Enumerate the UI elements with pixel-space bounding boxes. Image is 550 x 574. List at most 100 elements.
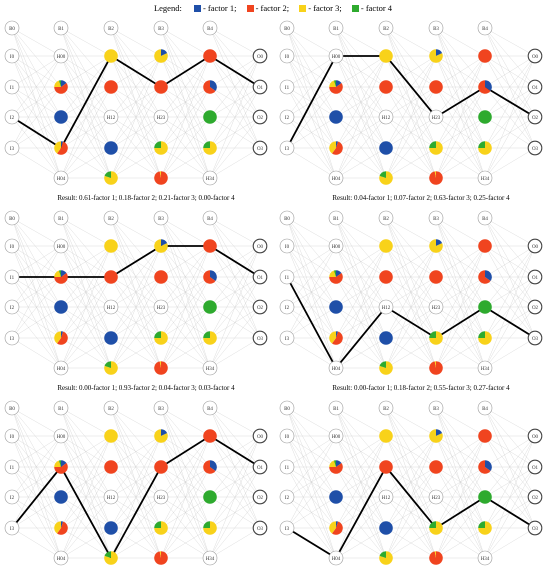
node-h1-2-slice-factor-1: [61, 460, 67, 467]
legend-label-factor-2: - factor 2;: [255, 3, 290, 13]
node-input-4-circle: [4, 520, 20, 536]
connection-line: [484, 276, 536, 339]
connection-line: [286, 407, 337, 498]
connection-line: [335, 217, 387, 247]
connection-line: [335, 245, 387, 339]
node-h1-1-circle: [328, 48, 344, 64]
connection-line: [110, 27, 162, 149]
node-h3-0-label: B3: [158, 27, 164, 32]
node-h2-2: [104, 80, 118, 94]
node-h2-1-slice-factor-3: [379, 239, 393, 253]
node-input-2-label: I1: [285, 86, 290, 91]
connection-line: [335, 245, 387, 308]
node-h3-3-label: H23: [157, 496, 166, 501]
connection-line: [60, 217, 112, 247]
legend-item-factor-1: - factor 1;: [193, 3, 236, 13]
node-input-2-label: I1: [10, 86, 15, 91]
connection-line: [110, 276, 162, 369]
node-input-2-circle: [279, 79, 295, 95]
connection-line: [60, 407, 112, 437]
connection-line: [11, 496, 62, 529]
highlighted-path: [286, 276, 536, 370]
node-output-2-label: O2: [257, 306, 264, 311]
connection-line: [11, 407, 62, 559]
node-input-3: I2: [279, 109, 295, 125]
node-output-3-circle: [252, 140, 268, 156]
connection-line: [60, 435, 112, 498]
panel-caption: Result: 0.61-factor 1; 0.18-factor 2; 0.…: [57, 194, 235, 202]
connection-line: [110, 27, 162, 179]
connection-line: [435, 27, 486, 57]
node-h3-0-circle: [428, 20, 444, 36]
node-h4-2-slice-factor-1: [485, 80, 492, 91]
node-h1-2-slice-factor-3: [54, 270, 61, 277]
node-h4-3-slice-factor-4: [203, 490, 217, 504]
node-input-0-circle: [279, 210, 295, 226]
node-h4-3-slice-factor-4: [478, 110, 492, 124]
connection-line: [11, 217, 62, 308]
connection-line: [209, 435, 261, 498]
connection-line: [335, 27, 387, 57]
connection-line: [160, 527, 211, 559]
node-h3-3: H23: [428, 489, 444, 505]
legend-swatch-factor-2: [246, 5, 254, 12]
connection-line: [209, 496, 261, 559]
node-h4-0-label: B4: [482, 407, 488, 412]
node-output-2-circle: [527, 109, 543, 125]
node-h1-2-slice-factor-3: [329, 460, 336, 467]
node-output-3: O3: [252, 520, 268, 536]
node-h1-4: [54, 141, 68, 155]
connection-line: [160, 217, 211, 308]
connection-line: [160, 116, 211, 179]
connection-line: [160, 27, 211, 149]
node-h4-2: [478, 80, 492, 94]
node-h1-1-circle: [328, 428, 344, 444]
connection-line: [209, 55, 261, 179]
node-output-1-circle: [252, 79, 268, 95]
node-h2-5: [379, 551, 393, 565]
node-input-2: I1: [279, 459, 295, 475]
connection-line: [484, 407, 536, 437]
node-output-0: O0: [252, 238, 268, 254]
connection-line: [11, 306, 62, 339]
node-h4-4-slice-factor-4: [478, 141, 485, 148]
node-h4-4: [478, 521, 492, 535]
node-h4-0-circle: [477, 400, 493, 416]
node-h3-1-slice-factor-3: [154, 49, 168, 63]
node-input-4: I3: [4, 520, 20, 536]
connection-line: [209, 217, 261, 278]
connection-web: [286, 27, 536, 179]
node-h2-4-slice-factor-1: [104, 521, 118, 535]
node-h3-5-slice-factor-3: [434, 551, 436, 558]
node-output-0: O0: [252, 428, 268, 444]
node-h1-0-circle: [328, 20, 344, 36]
node-h2-4: [379, 521, 393, 535]
legend-label-factor-3: - factor 3;: [308, 3, 342, 13]
node-h3-1: [154, 49, 168, 63]
node-output-1-label: O1: [532, 86, 539, 91]
node-h4-5-label: H34: [481, 557, 490, 562]
node-h1-5-circle: [53, 550, 69, 566]
connection-line: [160, 435, 211, 498]
node-input-1: I0: [4, 428, 20, 444]
connection-line: [385, 55, 437, 149]
node-h4-5-label: H34: [481, 177, 490, 182]
node-h1-4: [329, 141, 343, 155]
node-h1-5: H04: [53, 550, 69, 566]
node-h1-2-slice-factor-4: [58, 460, 61, 467]
connection-line: [335, 245, 387, 369]
node-input-3-circle: [4, 299, 20, 315]
node-h4-5: H34: [477, 550, 493, 566]
connection-line: [435, 217, 486, 247]
connection-line: [286, 407, 337, 559]
node-input-2-label: I1: [10, 466, 15, 471]
connection-line: [335, 435, 387, 559]
connection-line: [435, 435, 486, 498]
node-input-4-label: I3: [10, 337, 15, 342]
connection-line: [160, 147, 211, 179]
node-h1-2-slice-factor-4: [58, 270, 61, 277]
node-h3-2: [154, 80, 168, 94]
connection-line: [60, 55, 112, 118]
node-h2-3-circle: [103, 489, 119, 505]
node-h4-0-label: B4: [207, 407, 213, 412]
